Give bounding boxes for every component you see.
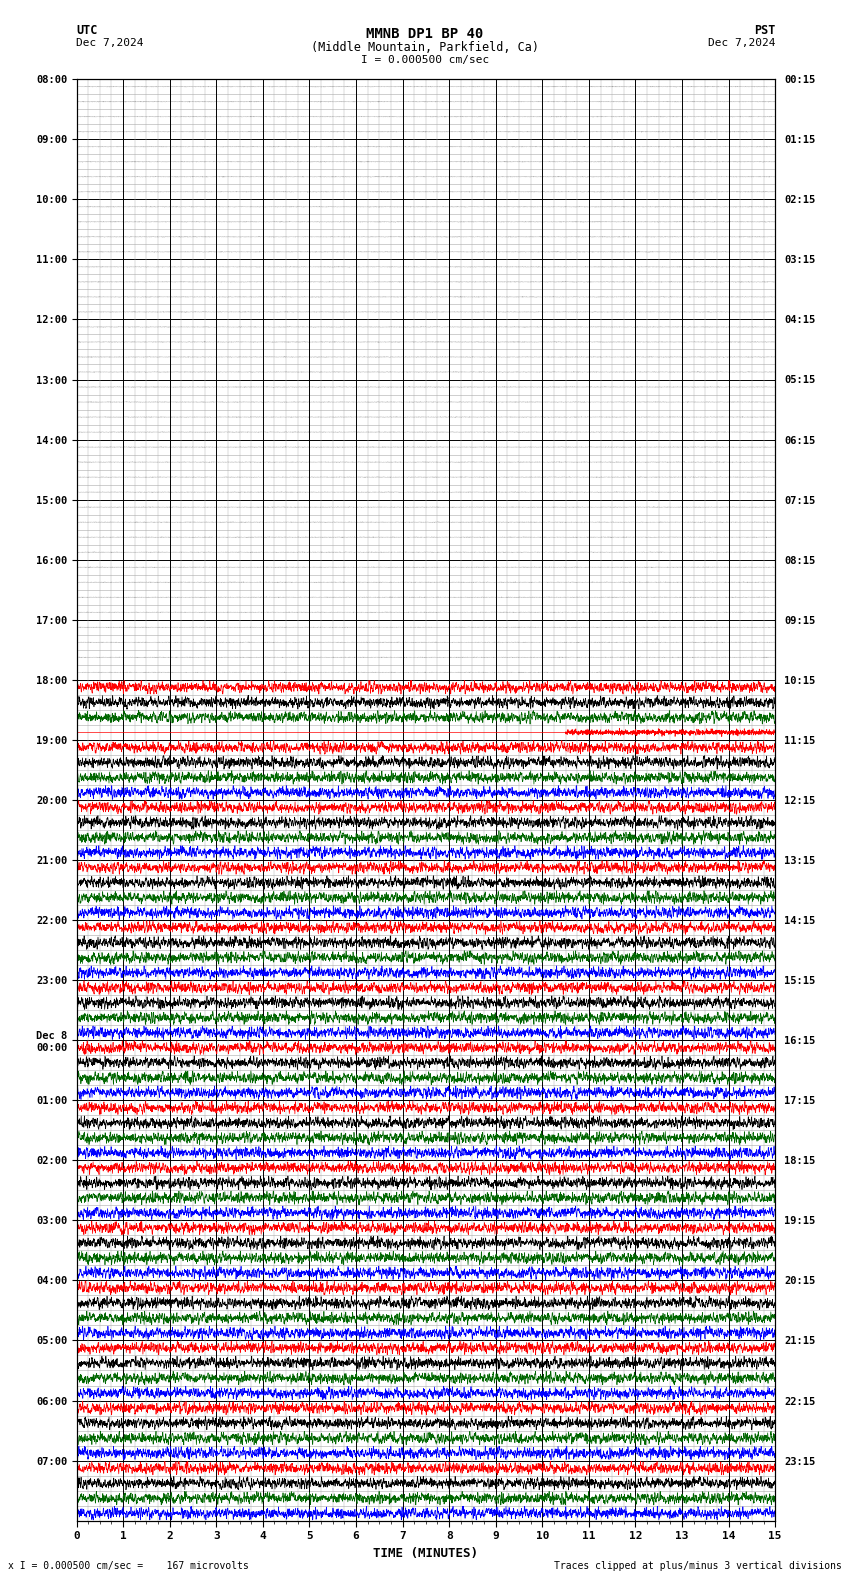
- Text: (Middle Mountain, Parkfield, Ca): (Middle Mountain, Parkfield, Ca): [311, 41, 539, 54]
- Text: Dec 7,2024: Dec 7,2024: [708, 38, 775, 48]
- Text: PST: PST: [754, 24, 775, 36]
- Text: MMNB DP1 BP 40: MMNB DP1 BP 40: [366, 27, 484, 41]
- Text: x I = 0.000500 cm/sec =    167 microvolts: x I = 0.000500 cm/sec = 167 microvolts: [8, 1562, 249, 1571]
- Text: Dec 7,2024: Dec 7,2024: [76, 38, 144, 48]
- Text: I = 0.000500 cm/sec: I = 0.000500 cm/sec: [361, 55, 489, 65]
- Text: Traces clipped at plus/minus 3 vertical divisions: Traces clipped at plus/minus 3 vertical …: [553, 1562, 842, 1571]
- Text: UTC: UTC: [76, 24, 98, 36]
- X-axis label: TIME (MINUTES): TIME (MINUTES): [373, 1546, 479, 1560]
